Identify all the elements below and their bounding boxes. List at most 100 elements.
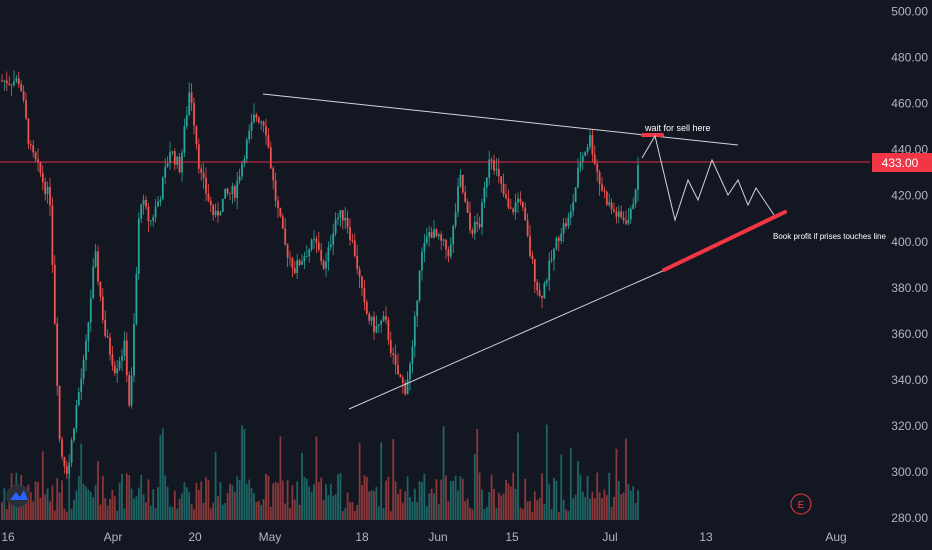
volume-bar [514,489,517,520]
volume-bar [500,495,503,520]
candle-body [637,165,639,190]
earnings-marker-label: E [798,500,805,511]
candle-body [476,222,479,225]
candle-body [545,280,548,284]
support-trendline[interactable] [348,269,666,410]
candle-body [466,201,469,213]
candle-body [517,198,519,203]
candle-body [601,184,603,191]
projected-path[interactable] [641,134,775,222]
candle-body [25,100,27,119]
candle-body [351,239,354,241]
volume-bar [471,509,474,520]
candle-body [565,223,567,227]
volume-bar [298,504,301,520]
candle-body [577,167,579,188]
candle-body [17,78,20,85]
volume-bar [178,498,181,520]
candle-body [512,208,515,213]
candle-body [34,152,37,160]
candle-body [243,159,246,164]
volume-bar [183,482,186,520]
candle-body [421,251,423,271]
volume-bar [445,475,447,520]
candle-body [231,186,234,194]
candle-body [581,155,584,163]
candle-body [245,139,248,160]
volume-bar [157,487,159,520]
volume-bar [1,502,3,520]
x-axis: 16 Apr 20 May 18 Jun 15 Jul 13 Aug [1,530,846,544]
volume-bar [461,478,464,520]
volume-bar [344,508,347,520]
volume-bar [394,481,397,520]
volume-bar [322,500,325,520]
volume-bar [481,489,483,520]
candle-body [538,290,541,297]
volume-bar [25,503,27,520]
earnings-marker[interactable]: E [790,493,812,515]
volume-bar [555,480,558,520]
tradingview-logo [6,484,30,508]
volume-bar [565,509,567,520]
volume-bar [260,504,263,520]
candle-body [92,266,95,299]
volume-bar [39,497,42,520]
volume-bar [34,481,37,520]
volume-bar [193,509,195,520]
volume-bar [202,502,205,520]
candle-body [567,217,570,227]
y-tick-label: 400.00 [891,235,928,249]
y-tick-label: 360.00 [891,327,928,341]
volume-bar [269,507,272,520]
volume-bar [281,480,284,520]
candle-body [87,322,90,341]
candle-body [620,211,623,218]
volume-bar [349,502,351,520]
candle-body [341,210,344,221]
support-highlight[interactable] [662,210,787,272]
volume-bar [581,491,584,520]
volume-bar [29,492,32,520]
candle-body [589,135,591,147]
candle-body [58,385,61,440]
candle-body [437,234,440,237]
volume-bar [176,508,179,520]
volume-bar [466,498,469,520]
volume-bar [265,473,267,520]
candle-body [562,223,565,234]
candle-body [219,211,222,216]
candle-body [29,144,32,146]
x-tick-label: Aug [825,530,846,544]
candle-body [255,114,258,118]
candle-body [440,234,443,241]
volume-bar [190,503,193,520]
resistance-trendline[interactable] [262,93,739,146]
volume-bar [82,483,85,520]
candle-body [344,217,347,221]
volume-bar [519,507,522,520]
volume-bar [109,498,111,520]
volume-bar [617,481,620,520]
candle-body [560,233,563,241]
candle-body [428,232,431,237]
candle-body [212,204,215,216]
volume-bar [401,502,404,520]
volume-bar [164,475,167,520]
candle-body [130,375,133,406]
candle-body [73,428,75,441]
volume-bar [320,477,323,520]
candle-body [413,316,416,347]
candle-body [497,168,500,177]
volume-bar [483,508,486,520]
candle-body [315,238,318,243]
candle-body [483,187,486,203]
volume-bar [296,481,299,520]
volume-bar [332,495,335,520]
volume-bar [87,489,90,520]
volume-bar [301,452,303,520]
volume-bar [154,508,157,520]
candle-body [478,224,481,228]
candle-body [253,114,255,123]
